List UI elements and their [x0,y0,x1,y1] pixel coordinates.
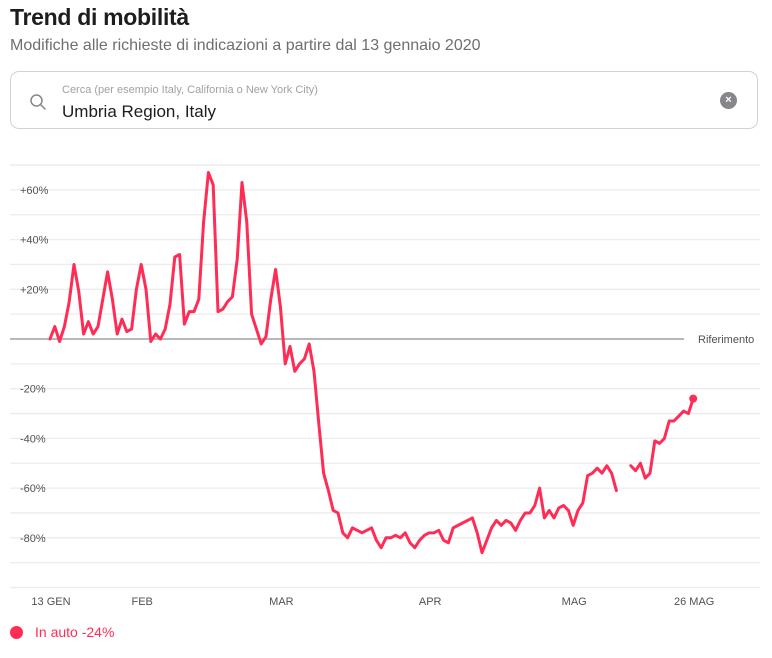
y-tick-label: +40% [20,235,49,247]
legend-label: In auto -24% [35,624,115,640]
x-tick-label: 26 MAG [674,596,714,608]
search-icon [30,94,46,110]
page-subtitle: Modifiche alle richieste di indicazioni … [10,37,481,54]
y-tick-label: +20% [20,284,49,296]
series-end-point [689,394,698,403]
baseline-label: Riferimento [698,334,754,346]
page-title: Trend di mobilità [10,4,189,30]
legend-dot-icon [10,625,23,639]
x-tick-label: 13 GEN [31,596,70,608]
x-tick-label: FEB [131,596,152,608]
mobility-chart: Riferimento +60% +40% +20% -20% -40% -60% -80% 1… [10,164,760,608]
x-tick-label: MAG [562,596,587,608]
series-line [48,171,618,555]
x-tick-label: APR [419,596,442,608]
y-tick-label: -40% [20,433,46,445]
legend: In auto -24% [10,624,114,640]
search-field[interactable]: Cerca (per esempio Italy, California o N… [10,71,758,129]
x-tick-label: MAR [269,596,294,608]
search-placeholder: Cerca (per esempio Italy, California o N… [62,84,318,96]
clear-icon[interactable]: × [720,92,737,109]
y-tick-label: -80% [20,533,46,545]
y-tick-label: -60% [20,483,46,495]
series-line [629,397,695,480]
y-tick-label: -20% [20,384,46,396]
search-input[interactable]: Umbria Region, Italy [62,102,217,121]
y-tick-label: +60% [20,185,49,197]
